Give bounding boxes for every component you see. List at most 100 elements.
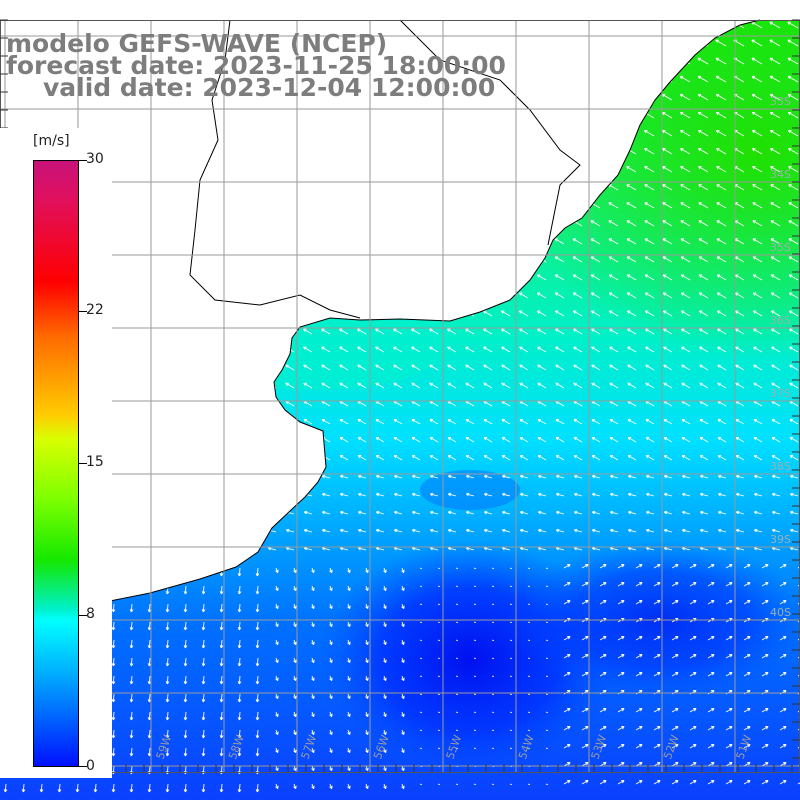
- wind-arrow: [302, 184, 313, 191]
- wind-arrow: [743, 636, 751, 641]
- wind-arrow: [158, 256, 169, 263]
- arrow-head: [365, 624, 369, 628]
- arrow-head: [319, 21, 322, 25]
- wind-arrow: [419, 603, 423, 606]
- wind-arrow: [411, 400, 421, 407]
- arrow-head: [590, 130, 593, 134]
- wind-arrow: [357, 328, 367, 335]
- wind-arrow: [697, 21, 709, 29]
- wind-arrow: [338, 202, 349, 209]
- arrow-head: [790, 492, 794, 495]
- wind-arrow: [159, 419, 169, 425]
- arrow-head: [121, 112, 125, 116]
- arrow-head: [337, 21, 340, 25]
- wind-arrow: [645, 364, 655, 371]
- arrow-head: [123, 310, 126, 314]
- arrow-head: [67, 112, 71, 116]
- arrow-head: [194, 292, 198, 296]
- wind-arrow: [527, 657, 531, 660]
- wind-arrow: [491, 675, 495, 678]
- wind-arrow: [589, 57, 601, 65]
- wind-arrow: [788, 130, 799, 137]
- wind-arrow: [130, 585, 133, 595]
- arrow-head: [121, 21, 124, 25]
- wind-arrow: [733, 75, 745, 83]
- wind-arrow: [653, 654, 661, 659]
- wind-arrow: [482, 256, 493, 263]
- wind-arrow: [140, 274, 151, 281]
- wind-arrow: [230, 202, 241, 209]
- wind-arrow: [358, 493, 367, 497]
- wind-arrow: [123, 292, 133, 299]
- wind-arrow: [517, 21, 529, 29]
- arrow-head: [392, 202, 395, 206]
- wind-arrow: [734, 238, 745, 245]
- wind-arrow: [356, 202, 367, 209]
- wind-arrow: [356, 130, 367, 137]
- wind-arrow: [321, 310, 331, 317]
- arrow-head: [622, 600, 625, 604]
- wind-arrow: [322, 511, 331, 515]
- arrow-head: [123, 547, 127, 551]
- arrow-head: [196, 510, 200, 513]
- arrow-head: [464, 256, 467, 260]
- wind-arrow: [142, 511, 151, 515]
- wind-arrow: [519, 346, 529, 353]
- arrow-head: [195, 547, 199, 551]
- wind-arrow: [320, 274, 331, 281]
- wind-arrow: [518, 112, 529, 119]
- arrow-head: [248, 274, 252, 278]
- arrow-head: [571, 21, 574, 25]
- arrow-head: [520, 474, 524, 477]
- arrow-head: [301, 112, 305, 116]
- arrow-head: [658, 564, 661, 568]
- wind-arrow: [447, 437, 457, 443]
- arrow-head: [466, 474, 470, 477]
- wind-arrow: [628, 529, 637, 533]
- arrow-head: [391, 21, 394, 25]
- wind-arrow: [681, 364, 691, 371]
- arrow-head: [249, 511, 253, 515]
- arrow-head: [554, 148, 557, 152]
- wind-arrow: [717, 364, 727, 371]
- wind-arrow: [249, 419, 259, 425]
- arrow-head: [347, 570, 351, 574]
- arrow-head: [322, 474, 326, 477]
- wind-arrow: [770, 256, 781, 263]
- arrow-head: [285, 328, 288, 332]
- wind-arrow: [104, 112, 115, 119]
- wind-arrow: [159, 310, 169, 317]
- arrow-head: [412, 510, 416, 513]
- arrow-head: [183, 591, 186, 595]
- wind-arrow: [230, 256, 241, 263]
- wind-arrow: [483, 310, 493, 317]
- arrow-head: [267, 382, 270, 387]
- wind-arrow: [214, 547, 223, 551]
- wind-arrow: [375, 292, 385, 299]
- wind-arrow: [734, 184, 745, 191]
- arrow-head: [214, 510, 218, 513]
- arrow-head: [213, 310, 216, 314]
- arrow-head: [124, 528, 128, 531]
- wind-arrow: [321, 400, 331, 407]
- wind-arrow: [754, 475, 763, 479]
- wind-arrow: [662, 130, 673, 137]
- wind-arrow: [268, 493, 277, 497]
- wind-arrow: [771, 400, 781, 407]
- wind-arrow: [248, 220, 259, 227]
- arrow-head: [159, 364, 162, 368]
- wind-arrow: [509, 567, 513, 570]
- arrow-head: [392, 130, 395, 134]
- arrow-head: [430, 528, 434, 531]
- wind-arrow: [267, 400, 277, 407]
- wind-arrow: [375, 346, 385, 353]
- arrow-head: [589, 94, 593, 98]
- wind-arrow: [501, 455, 511, 461]
- wind-arrow: [628, 475, 637, 479]
- wind-arrow: [573, 292, 583, 299]
- arrow-head: [231, 529, 235, 533]
- arrow-head: [311, 696, 315, 700]
- wind-arrow: [500, 184, 511, 191]
- wind-arrow: [664, 511, 673, 515]
- arrow-head: [589, 39, 592, 43]
